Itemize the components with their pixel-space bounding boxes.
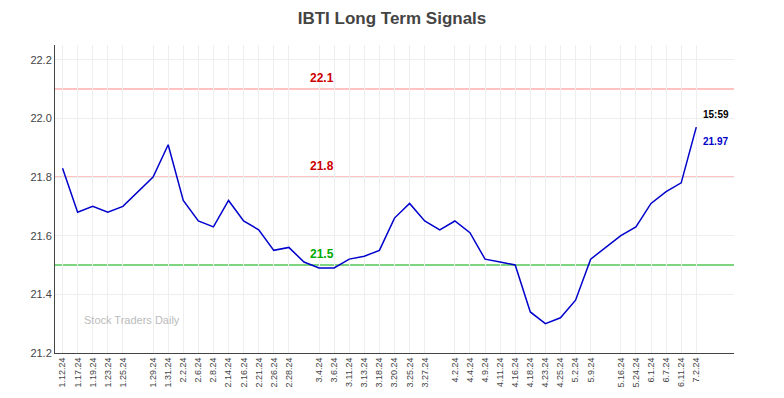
svg-text:21.97: 21.97	[703, 136, 728, 147]
svg-text:3.6.24: 3.6.24	[329, 358, 339, 383]
svg-text:1.19.24: 1.19.24	[88, 358, 98, 388]
svg-text:6.1.24: 6.1.24	[646, 358, 656, 383]
svg-text:3.18.24: 3.18.24	[374, 358, 384, 388]
svg-text:4.11.24: 4.11.24	[495, 358, 505, 387]
svg-text:4.9.24: 4.9.24	[480, 358, 490, 383]
svg-text:21.8: 21.8	[30, 171, 51, 183]
svg-text:3.25.24: 3.25.24	[405, 358, 415, 388]
svg-text:Stock Traders Daily: Stock Traders Daily	[84, 314, 180, 326]
svg-text:21.5: 21.5	[310, 247, 334, 261]
svg-text:4.4.24: 4.4.24	[465, 358, 475, 383]
svg-text:2.26.24: 2.26.24	[269, 358, 279, 388]
svg-text:IBTI Long Term Signals: IBTI Long Term Signals	[298, 9, 487, 28]
svg-text:4.16.24: 4.16.24	[510, 358, 520, 388]
svg-text:4.23.24: 4.23.24	[540, 358, 550, 388]
svg-text:7.2.24: 7.2.24	[691, 358, 701, 383]
svg-text:5.2.24: 5.2.24	[570, 358, 580, 383]
svg-text:2.21.24: 2.21.24	[254, 358, 264, 388]
svg-text:4.2.24: 4.2.24	[450, 358, 460, 383]
svg-text:21.6: 21.6	[30, 230, 51, 242]
svg-text:22.0: 22.0	[30, 112, 51, 124]
svg-text:22.1: 22.1	[310, 71, 334, 85]
svg-text:3.20.24: 3.20.24	[389, 358, 399, 388]
svg-text:1.25.24: 1.25.24	[118, 358, 128, 388]
svg-text:1.29.24: 1.29.24	[148, 358, 158, 388]
svg-text:4.18.24: 4.18.24	[525, 358, 535, 388]
svg-text:3.27.24: 3.27.24	[420, 358, 430, 388]
svg-text:1.31.24: 1.31.24	[163, 358, 173, 388]
svg-text:2.28.24: 2.28.24	[284, 358, 294, 388]
svg-text:2.8.24: 2.8.24	[208, 358, 218, 383]
svg-text:2.14.24: 2.14.24	[223, 358, 233, 388]
svg-text:3.4.24: 3.4.24	[314, 358, 324, 383]
svg-text:2.6.24: 2.6.24	[193, 358, 203, 383]
svg-text:1.23.24: 1.23.24	[103, 358, 113, 388]
svg-text:1.17.24: 1.17.24	[73, 358, 83, 388]
svg-text:2.16.24: 2.16.24	[239, 358, 249, 388]
svg-text:6.7.24: 6.7.24	[661, 358, 671, 383]
svg-text:3.11.24: 3.11.24	[344, 358, 354, 387]
svg-text:5.24.24: 5.24.24	[631, 358, 641, 388]
svg-text:5.16.24: 5.16.24	[616, 358, 626, 388]
svg-text:21.2: 21.2	[30, 347, 51, 359]
svg-text:6.11.24: 6.11.24	[676, 358, 686, 387]
svg-text:1.12.24: 1.12.24	[57, 358, 67, 388]
svg-text:3.13.24: 3.13.24	[359, 358, 369, 388]
svg-text:21.8: 21.8	[310, 159, 334, 173]
svg-text:15:59: 15:59	[703, 109, 729, 120]
svg-text:5.9.24: 5.9.24	[586, 358, 596, 383]
svg-text:22.2: 22.2	[30, 54, 51, 66]
svg-text:2.2.24: 2.2.24	[178, 358, 188, 383]
svg-text:21.4: 21.4	[30, 288, 51, 300]
svg-text:4.25.24: 4.25.24	[555, 358, 565, 388]
